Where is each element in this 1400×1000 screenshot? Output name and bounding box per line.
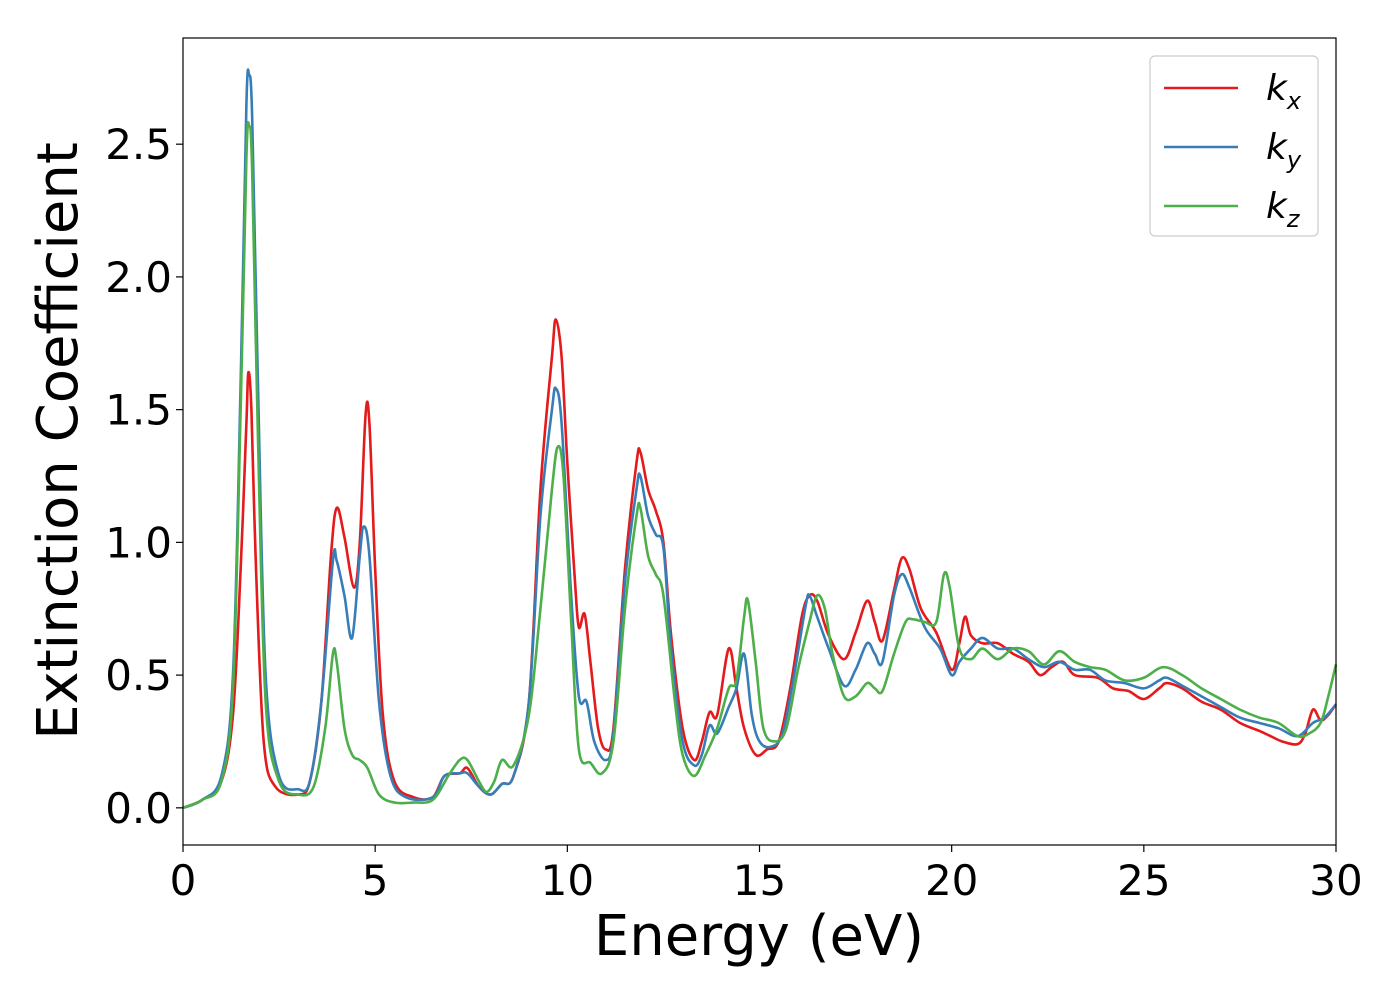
legend-label-kz: kz: [1266, 186, 1301, 233]
y-axis: 0.0 0.5 1.0 1.5 2.0 2.5: [105, 120, 183, 833]
y-tick-label: 0.0: [105, 784, 172, 833]
y-tick-label: 1.5: [105, 386, 172, 435]
y-tick-label: 2.0: [105, 253, 172, 302]
series-line-kz: [182, 120, 1338, 810]
x-axis-label: Energy (eV): [594, 904, 924, 969]
y-tick-label: 1.0: [105, 518, 172, 567]
y-axis-label: Extinction Coefficient: [26, 142, 91, 740]
series-line-ky: [182, 68, 1337, 810]
y-tick-label: 2.5: [105, 120, 172, 169]
series-line-kx: [182, 318, 1338, 810]
y-tick-label: 0.5: [105, 651, 172, 700]
x-tick-label: 10: [541, 856, 594, 905]
legend: kx ky kz: [1149, 55, 1319, 237]
x-tick-label: 20: [925, 856, 978, 905]
x-tick-label: 5: [362, 856, 389, 905]
x-tick-label: 0: [170, 856, 197, 905]
legend-label-ky: ky: [1266, 127, 1302, 174]
plot-area: [182, 68, 1338, 810]
legend-label-kx: kx: [1266, 68, 1302, 115]
x-tick-label: 25: [1117, 856, 1170, 905]
x-tick-label: 30: [1309, 856, 1362, 905]
x-tick-label: 15: [733, 856, 786, 905]
x-axis: 0 5 10 15 20 25 30: [170, 845, 1363, 905]
